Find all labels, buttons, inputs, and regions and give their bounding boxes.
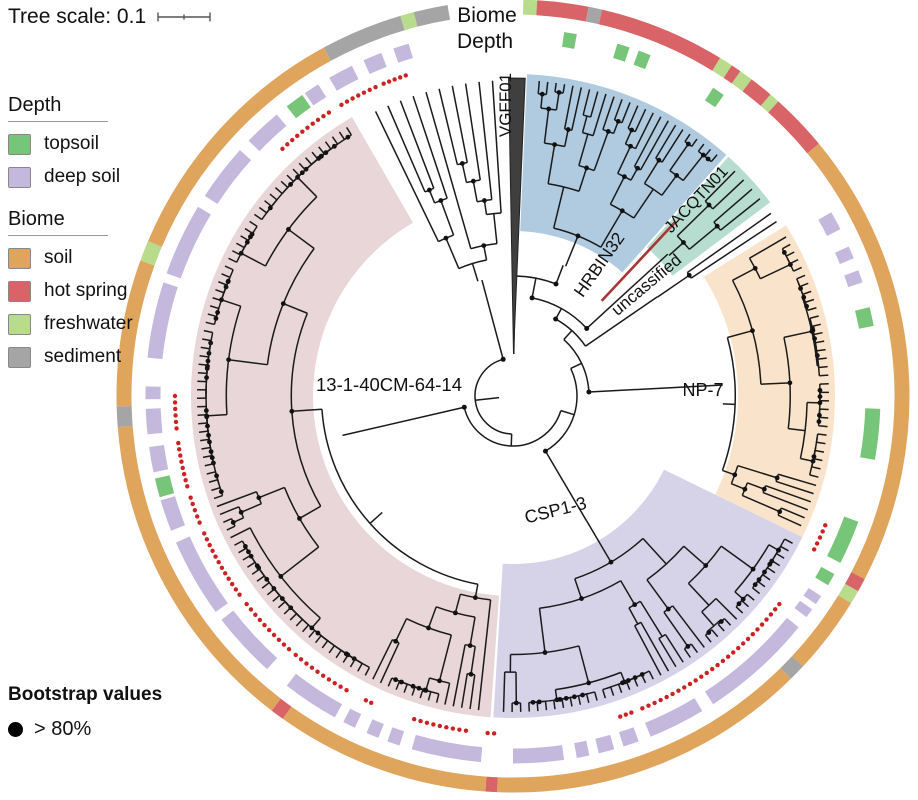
ring-label-depth: Depth [457,30,513,53]
clade-label-vgff01: VGFF01 [496,73,515,137]
legend-biome: Biome soil hot spring freshwater sedimen… [8,208,133,368]
legend-item-topsoil: topsoil [8,133,133,155]
tree-scale-bar-icon [157,12,211,22]
deep-soil-label: deep soil [44,166,121,187]
bootstrap-row: > 80% [8,718,162,741]
freshwater-label: freshwater [44,313,133,334]
legend-item-sediment: sediment [8,346,133,368]
clade-label-13-1-40cm-64-14: 13-1-40CM-64-14 [316,374,462,395]
legend-depth: Depth topsoil deep soil [8,94,133,188]
legend-item-freshwater: freshwater [8,313,133,335]
legend-depth-title: Depth [8,94,62,116]
ring-label-biome: Biome [457,4,517,27]
hot-spring-label: hot spring [44,280,128,301]
legend-item-soil: soil [8,247,133,269]
clade-label-np7: NP-7 [682,380,723,400]
legend-item-hot-spring: hot spring [8,280,133,302]
bootstrap-threshold: > 80% [34,718,92,740]
bootstrap-dot-icon [8,722,23,737]
legend: Depth topsoil deep soil Biome soil hot s… [8,94,133,379]
bootstrap-legend: Bootstrap values > 80% [8,684,162,741]
hot-spring-swatch [8,280,31,302]
tree-scale-label: Tree scale: 0.1 [8,5,147,28]
legend-rule [8,235,108,236]
tree-scale: Tree scale: 0.1 [8,5,213,29]
deep-soil-swatch [8,166,31,188]
legend-biome-title: Biome [8,208,65,230]
soil-label: soil [44,247,73,268]
bootstrap-title: Bootstrap values [8,684,163,705]
sediment-swatch [8,346,31,368]
clade-label-csp1-3: CSP1-3 [523,493,589,528]
tree-graphic [116,0,910,793]
topsoil-label: topsoil [44,133,99,154]
legend-rule [8,121,108,122]
freshwater-swatch [8,313,31,335]
topsoil-swatch [8,133,31,155]
legend-item-deep-soil: deep soil [8,166,133,188]
sediment-label: sediment [44,346,122,367]
soil-swatch [8,247,31,269]
